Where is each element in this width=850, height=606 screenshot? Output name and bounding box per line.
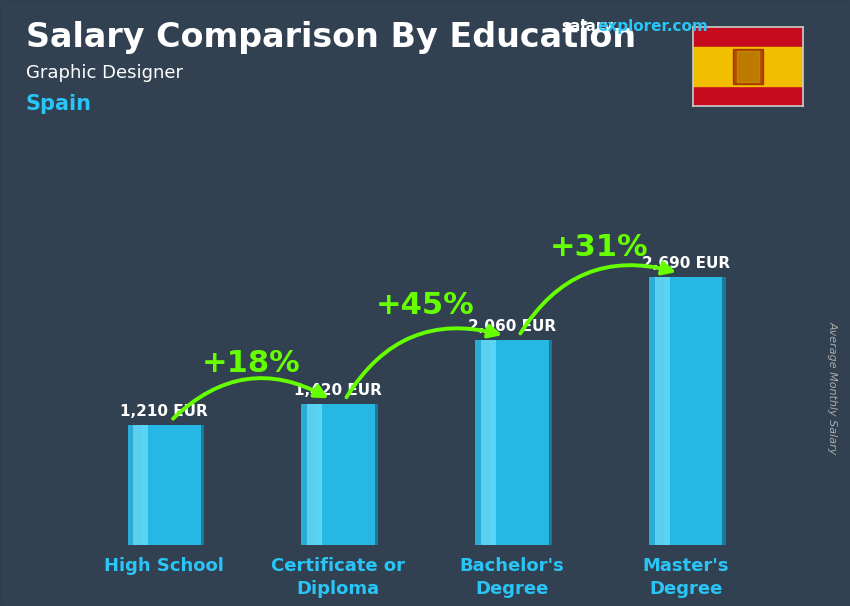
Text: 1,420 EUR: 1,420 EUR <box>294 383 382 398</box>
Bar <box>481 340 496 545</box>
Text: +31%: +31% <box>550 233 649 262</box>
Bar <box>302 404 375 545</box>
Text: 2,690 EUR: 2,690 EUR <box>642 256 730 271</box>
Bar <box>693 47 803 87</box>
Bar <box>133 425 148 545</box>
Text: 1,210 EUR: 1,210 EUR <box>120 404 208 419</box>
Bar <box>737 51 759 82</box>
Text: salary: salary <box>561 19 614 35</box>
Bar <box>649 277 722 545</box>
Bar <box>315 404 378 545</box>
Bar <box>308 404 322 545</box>
Bar <box>734 49 762 84</box>
Text: explorer.com: explorer.com <box>598 19 708 35</box>
Text: Graphic Designer: Graphic Designer <box>26 64 183 82</box>
Bar <box>655 277 670 545</box>
Text: Spain: Spain <box>26 94 92 114</box>
Bar <box>142 425 204 545</box>
Bar <box>490 340 552 545</box>
Text: +45%: +45% <box>376 291 474 321</box>
Bar <box>664 277 726 545</box>
Text: +18%: +18% <box>201 349 300 378</box>
Text: Average Monthly Salary: Average Monthly Salary <box>827 321 837 454</box>
Text: 2,060 EUR: 2,060 EUR <box>468 319 556 335</box>
Bar <box>475 340 548 545</box>
Text: Salary Comparison By Education: Salary Comparison By Education <box>26 21 636 54</box>
Bar <box>128 425 201 545</box>
